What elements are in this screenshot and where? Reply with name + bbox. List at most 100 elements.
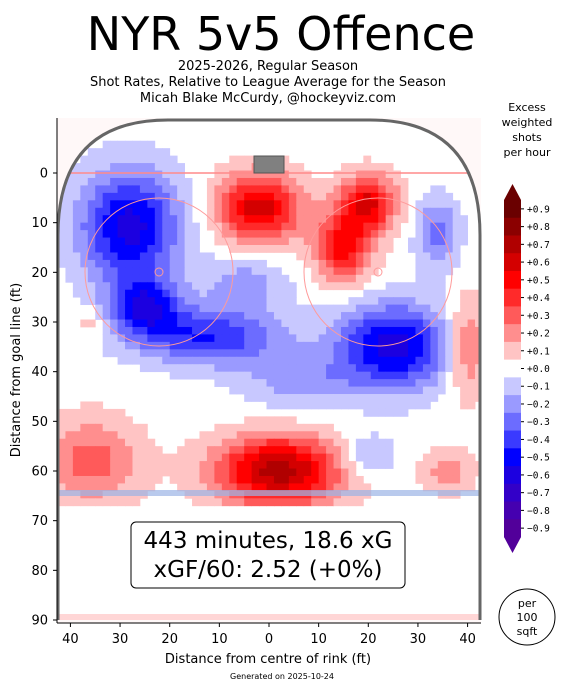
heatmap-cell [281, 245, 290, 253]
heatmap-cell [177, 326, 185, 335]
heatmap-cell [199, 304, 208, 313]
heatmap-cell [184, 289, 193, 298]
heatmap-cell [125, 416, 133, 425]
heatmap-cell [177, 200, 185, 209]
heatmap-cell [125, 267, 133, 276]
heatmap-cell [408, 312, 416, 320]
heatmap-cell [221, 334, 230, 343]
heatmap-cell [393, 379, 401, 387]
heatmap-cell [340, 312, 349, 320]
heatmap-cell [72, 192, 81, 201]
heatmap-cell [87, 408, 96, 417]
colorbar-tick-label: +0.0 [527, 364, 550, 375]
heatmap-cell [475, 334, 480, 343]
heatmap-cell [437, 252, 446, 261]
heatmap-cell [244, 416, 253, 425]
heatmap-cell [326, 267, 334, 276]
heatmap-cell [311, 245, 320, 253]
heatmap-cell [259, 237, 267, 246]
heatmap-cell [348, 267, 357, 276]
heatmap-cell [244, 371, 253, 380]
heatmap-cell [296, 170, 305, 179]
heatmap-cell [445, 192, 454, 201]
heatmap-cell [422, 245, 431, 253]
heatmap-cell [125, 326, 133, 335]
heatmap-cell [72, 237, 81, 246]
colorbar-tick-label: +0.6 [527, 258, 550, 269]
heatmap-cell [58, 222, 66, 231]
heatmap-cell [296, 326, 305, 335]
heatmap-cell [192, 453, 200, 462]
heatmap-cell [192, 356, 200, 365]
faceoff-circle-right [303, 197, 453, 347]
heatmap-cell [400, 364, 409, 373]
heatmap-cell [333, 446, 342, 455]
heatmap-cell [259, 312, 267, 320]
heatmap-cell [162, 349, 171, 358]
heatmap-cell [154, 453, 163, 462]
heatmap-cell [221, 498, 230, 507]
heatmap-cell [340, 267, 349, 276]
heatmap-cell [132, 297, 141, 306]
heatmap-cell [393, 170, 401, 179]
heatmap-cell [110, 341, 118, 350]
y-tick-label: 10 [31, 216, 48, 231]
heatmap-cell [236, 341, 245, 350]
heatmap-cell [259, 282, 267, 291]
heatmap-cell [102, 222, 111, 231]
heatmap-cell [147, 326, 156, 335]
heatmap-cell [72, 274, 81, 283]
heatmap-cell [125, 446, 133, 455]
heatmap-cell [72, 453, 81, 462]
heatmap-cell [340, 379, 349, 387]
heatmap-cell [147, 155, 156, 164]
heatmap-cell [177, 259, 185, 268]
heatmap-cell [87, 468, 96, 477]
heatmap-cell [318, 237, 327, 246]
heatmap-cell [348, 192, 357, 201]
heatmap-cell [296, 356, 305, 365]
heatmap-cell [303, 215, 312, 224]
heatmap-cell [259, 230, 267, 238]
heatmap-cell [251, 215, 260, 224]
heatmap-cell [266, 475, 275, 484]
heatmap-cell [259, 207, 267, 216]
heatmap-cell [244, 200, 253, 209]
heatmap-cell [266, 319, 275, 328]
heatmap-cell [80, 177, 89, 186]
heatmap-cell [221, 483, 230, 492]
x-tick-label: 20 [161, 632, 178, 647]
heatmap-cell [266, 170, 275, 179]
heatmap-cell [333, 438, 342, 447]
heatmap-cell [288, 215, 297, 224]
heatmap-cell [72, 252, 81, 261]
heatmap-cell [206, 446, 215, 455]
heatmap-cell [348, 274, 357, 283]
heatmap-cell [125, 192, 133, 201]
heatmap-cell [430, 461, 439, 469]
heatmap-cell [80, 431, 89, 440]
heatmap-cell [363, 371, 372, 380]
heatmap-cell [437, 267, 446, 276]
heatmap-cell [340, 468, 349, 477]
heatmap-cell [348, 230, 357, 238]
heatmap-cell [452, 252, 461, 261]
heatmap-cell [87, 282, 96, 291]
heatmap-cell [266, 446, 275, 455]
heatmap-cell [452, 334, 461, 343]
heatmap-cell [154, 475, 163, 484]
heatmap-cell [132, 274, 141, 283]
heatmap-cell [169, 185, 178, 194]
heatmap-cell [184, 468, 193, 477]
colorbar-swatch [504, 448, 521, 467]
heatmap-cell [184, 438, 193, 447]
heatmap-cell [415, 207, 424, 216]
heatmap-cell [475, 319, 480, 328]
heatmap-cell [393, 319, 401, 328]
heatmap-cell [348, 401, 357, 410]
heatmap-cell [422, 394, 431, 402]
heatmap-cell [460, 461, 468, 469]
heatmap-cell [244, 461, 253, 469]
heatmap-cell [110, 408, 118, 417]
heatmap-cell [400, 349, 409, 358]
